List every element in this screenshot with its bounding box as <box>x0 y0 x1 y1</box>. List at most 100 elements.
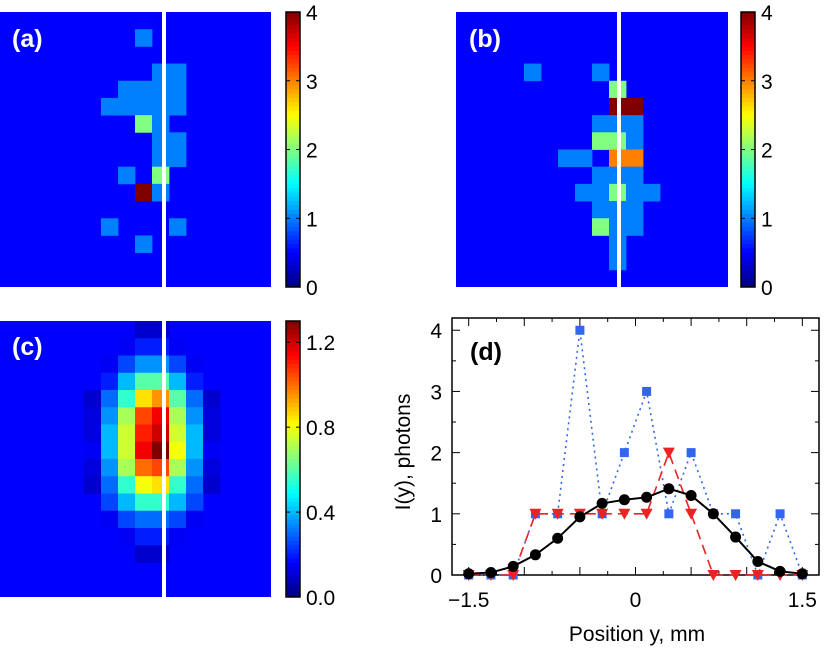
colorbar-segment <box>286 16 300 22</box>
colorbar-segment <box>741 140 755 146</box>
heatmap-cell <box>118 97 136 116</box>
colorbar-segment <box>286 385 300 391</box>
colorbar-segment <box>741 12 755 17</box>
colorbar-segment <box>286 588 300 594</box>
circle-marker <box>707 508 719 520</box>
colorbar-segment <box>741 16 755 22</box>
heatmap-cell <box>101 355 119 374</box>
heatmap-b <box>456 12 728 287</box>
heatmap-cell <box>186 510 204 529</box>
colorbar-segment <box>286 261 300 267</box>
heatmap-cell <box>135 115 153 133</box>
colorbar-segment <box>286 231 300 236</box>
heatmap-cell <box>118 441 136 460</box>
colorbar-segment <box>286 584 300 589</box>
colorbar-segment <box>286 274 300 279</box>
colorbar-segment <box>741 218 755 224</box>
colorbar-segment <box>286 46 300 52</box>
circle-marker <box>641 491 653 503</box>
heatmap-cell <box>152 166 170 185</box>
colorbar-segment <box>286 484 300 490</box>
triangle-marker <box>551 508 564 520</box>
heatmap-cell <box>135 355 153 374</box>
colorbar-segment <box>741 201 755 206</box>
panel-d: −1.5 0 1.5 0 1 2 3 4 (d) Position y, mm I(y), p… <box>392 317 820 646</box>
colorbar-segment <box>286 372 300 378</box>
heatmap-cell <box>169 390 187 408</box>
heatmap-cell <box>135 545 153 563</box>
colorbar-segment <box>286 106 300 112</box>
heatmap-cell <box>626 132 644 150</box>
heatmap-cell <box>152 545 170 563</box>
colorbar-segment <box>741 205 755 211</box>
panel-label-d: (d) <box>470 338 502 366</box>
heatmap-cell <box>626 115 644 133</box>
heatmap-cell <box>118 510 136 529</box>
heatmap-cell <box>186 493 204 512</box>
colorbar-segment <box>286 510 300 516</box>
colorbar-tick-label: 4 <box>761 2 773 25</box>
heatmap-cell <box>118 424 136 443</box>
heatmap-cell <box>592 166 610 185</box>
colorbar-segment <box>286 170 300 176</box>
colorbar-segment <box>741 128 755 133</box>
heatmap-cell <box>152 528 170 546</box>
colorbar-segment <box>286 497 300 503</box>
square-marker <box>731 509 741 519</box>
colorbar-segment <box>741 80 755 86</box>
heatmap-cell <box>626 97 644 116</box>
colorbar-tick-label: 2 <box>306 140 318 163</box>
colorbar-segment <box>741 97 755 103</box>
triangle-marker <box>707 570 720 581</box>
colorbar-segment <box>286 536 300 542</box>
colorbar-segment <box>741 145 755 150</box>
heatmap-cell <box>101 510 119 529</box>
heatmap-cell <box>84 476 102 494</box>
heatmap-cell <box>152 510 170 529</box>
heatmap-cell <box>169 372 187 391</box>
colorbar-segment <box>741 76 755 82</box>
colorbar-segment <box>741 132 755 138</box>
colorbar-segment <box>286 201 300 206</box>
colorbar-segment <box>741 50 755 56</box>
colorbar-segment <box>286 209 300 215</box>
colorbar-segment <box>286 175 300 181</box>
colorbar-segment <box>286 368 300 374</box>
y-tick-label: 4 <box>430 320 442 343</box>
circle-marker <box>507 560 519 572</box>
colorbar-segment <box>286 351 300 356</box>
heatmap-cell <box>169 338 187 356</box>
colorbar-segment <box>286 80 300 86</box>
colorbar-segment <box>286 132 300 138</box>
heatmap-cell <box>169 493 187 512</box>
colorbar-segment <box>286 115 300 120</box>
colorbar-segment <box>286 97 300 103</box>
heatmap-cell <box>626 183 644 202</box>
heatmap-cell <box>169 528 187 546</box>
colorbar-segment <box>286 162 300 168</box>
colorbar-segment <box>286 329 300 335</box>
heatmap-cell <box>626 201 644 219</box>
colorbar-segment <box>286 93 300 99</box>
heatmap-cell <box>575 149 593 168</box>
colorbar-segment <box>286 519 300 525</box>
circle-marker <box>552 532 564 544</box>
colorbar-segment <box>286 540 300 546</box>
colorbar-segment <box>286 256 300 262</box>
heatmap-cell <box>169 407 187 425</box>
heatmap-cell <box>186 476 204 494</box>
colorbar-segment <box>286 29 300 34</box>
colorbar-segment <box>286 239 300 245</box>
heatmap-cell <box>169 510 187 529</box>
triangle-marker <box>662 447 675 459</box>
circle-marker <box>463 568 475 580</box>
heatmap-cell <box>592 183 610 202</box>
colorbar-segment <box>286 545 300 551</box>
heatmap-cell <box>84 424 102 443</box>
colorbar-segment <box>741 29 755 34</box>
colorbar-segment <box>741 63 755 69</box>
colorbar-segment <box>286 338 300 344</box>
colorbar-segment <box>741 248 755 254</box>
colorbar-segment <box>741 282 755 288</box>
colorbar-segment <box>286 205 300 211</box>
